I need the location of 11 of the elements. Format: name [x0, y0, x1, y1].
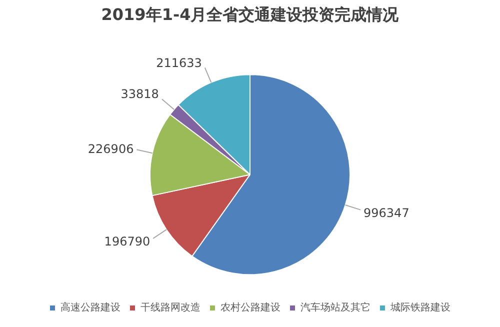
chart-title: 2019年1-4月全省交通建设投资完成情况	[101, 4, 400, 24]
legend-label: 干线路网改造	[140, 302, 200, 314]
data-label: 226906	[88, 142, 134, 156]
data-label: 196790	[104, 234, 150, 249]
legend-label: 汽车场站及其它	[300, 302, 370, 314]
data-label: 211633	[156, 56, 202, 70]
legend-label: 城际铁路建设	[390, 302, 450, 314]
data-label: 996347	[364, 206, 410, 220]
data-label: 33818	[120, 87, 159, 102]
legend-label: 高速公路建设	[60, 302, 120, 314]
legend-label: 农村公路建设	[220, 302, 280, 314]
